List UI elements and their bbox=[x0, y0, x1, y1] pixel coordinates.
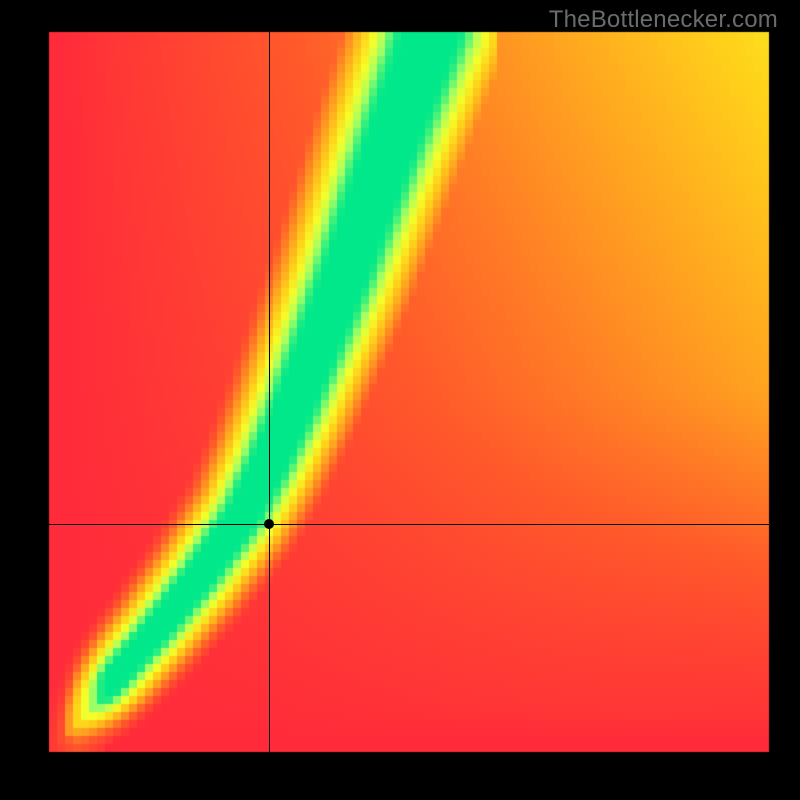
watermark-text: TheBottlenecker.com bbox=[549, 6, 778, 34]
chart-container: TheBottlenecker.com bbox=[0, 0, 800, 800]
crosshair-vertical bbox=[269, 32, 270, 752]
bottleneck-heatmap bbox=[0, 0, 800, 800]
marker-dot bbox=[264, 519, 274, 529]
crosshair-horizontal bbox=[49, 524, 769, 525]
